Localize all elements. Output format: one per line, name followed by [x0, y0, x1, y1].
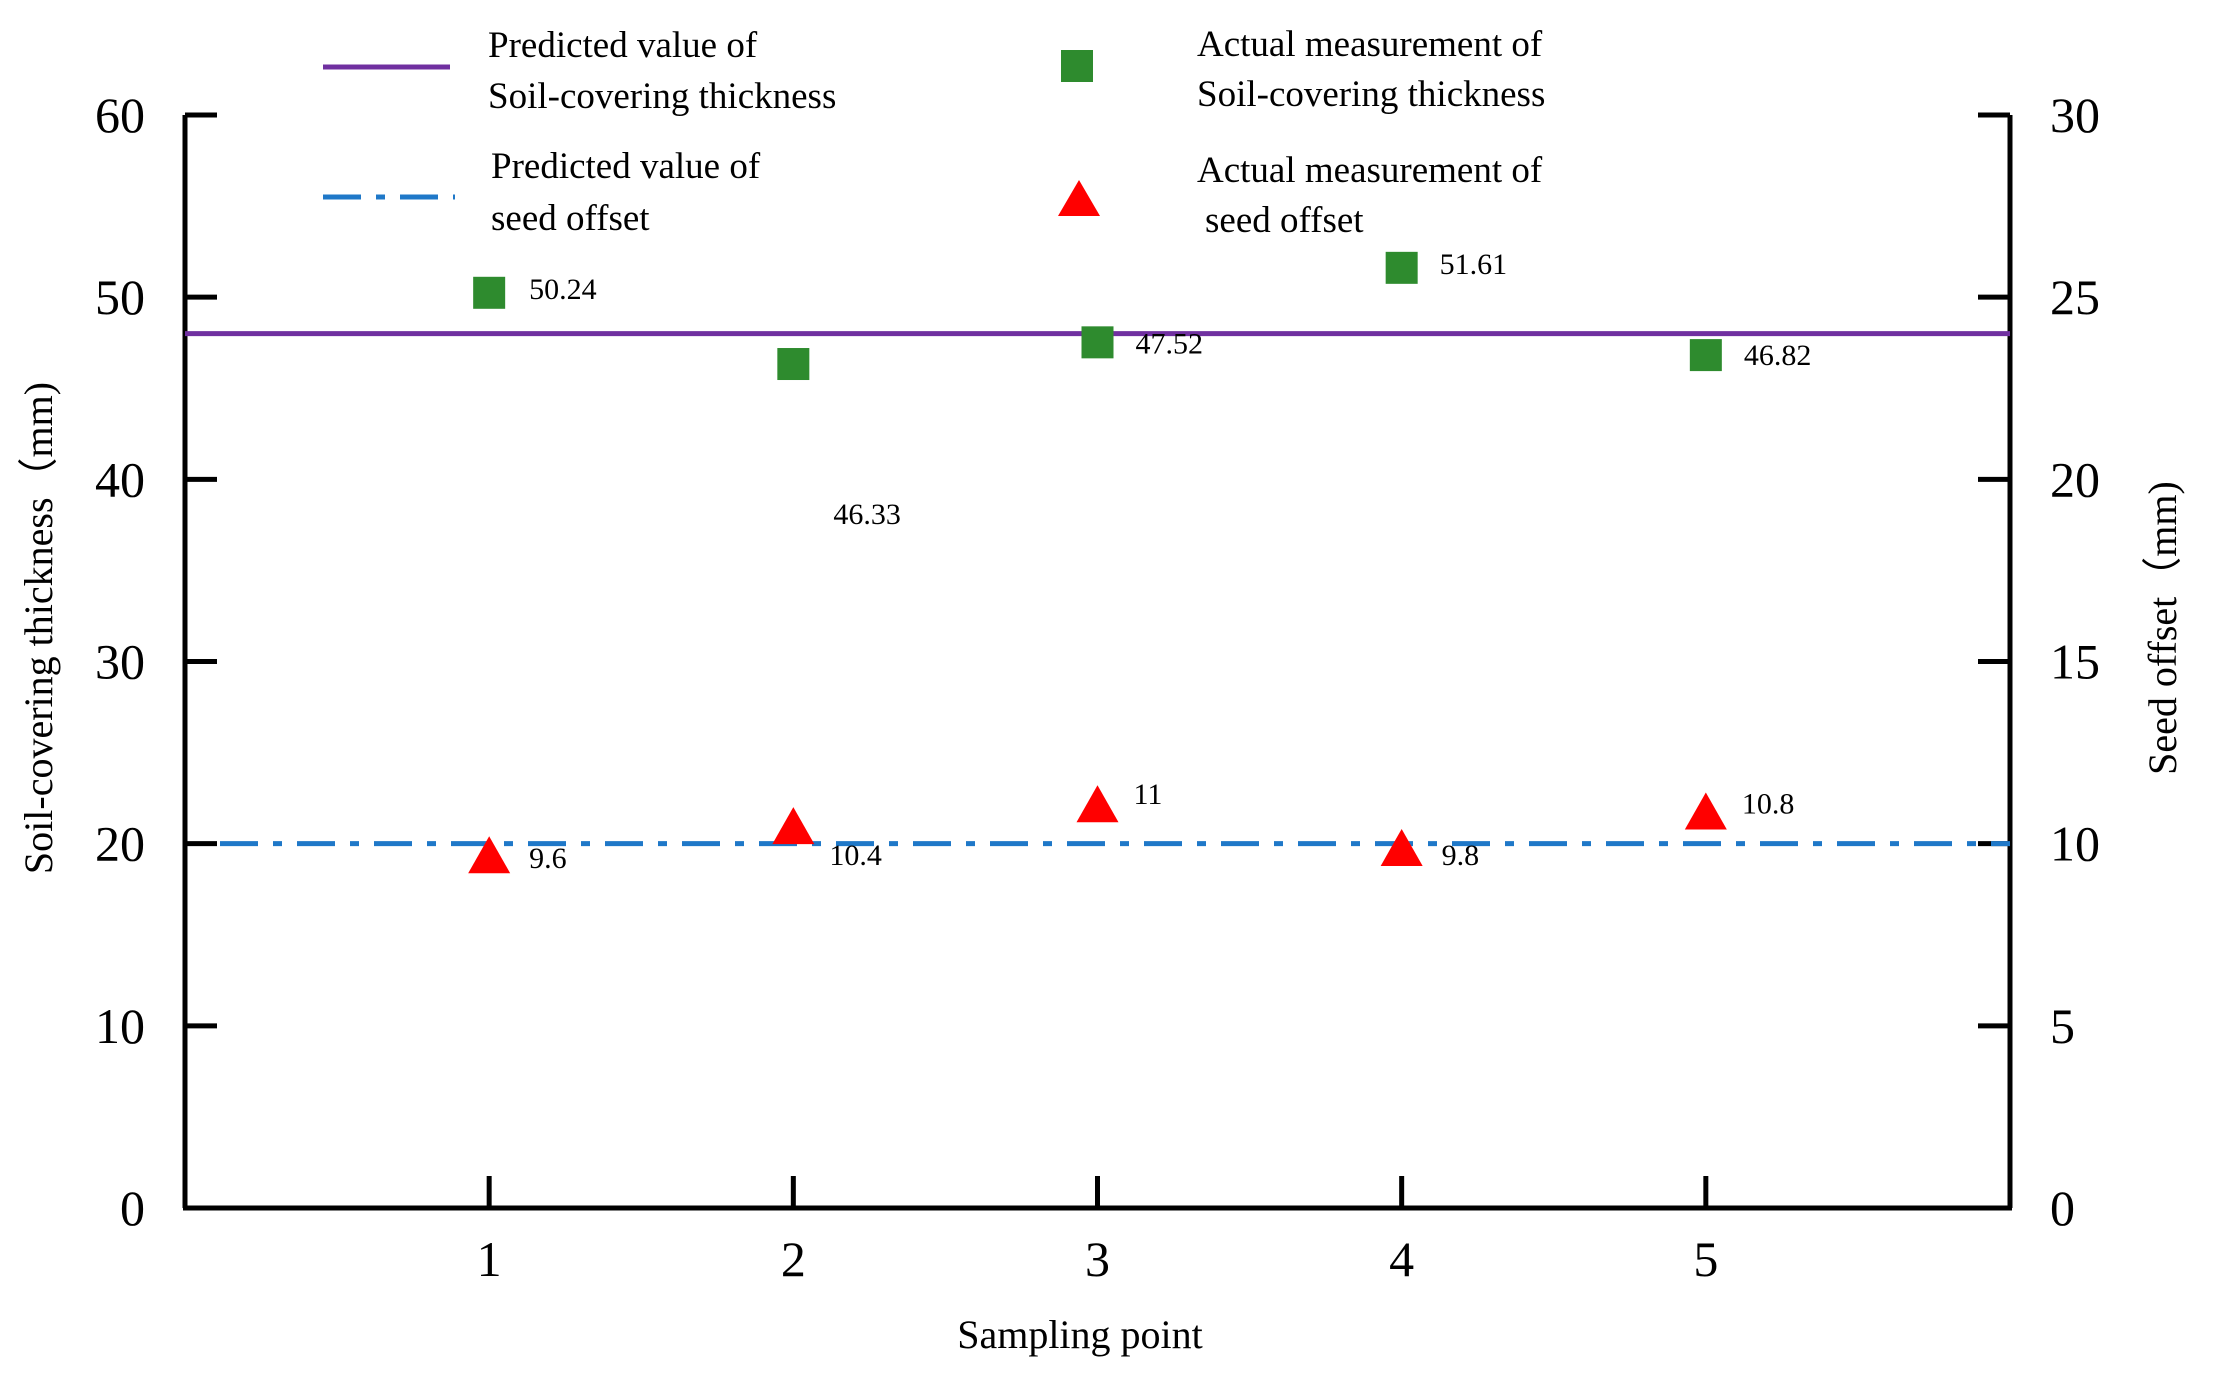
seed-offset-data-label: 10.4 [829, 839, 882, 872]
legend-predicted-seed-offset-label: seed offset [491, 198, 650, 239]
y-left-tick-label: 20 [95, 816, 145, 872]
x-tick-label: 2 [781, 1231, 806, 1287]
seed-offset-data-label: 9.8 [1442, 839, 1480, 872]
seed-offset-measurement-point [468, 836, 511, 874]
seed-offset-data-label: 9.6 [529, 842, 567, 875]
legend-seed-offset-measurement-label: Actual measurement of [1197, 150, 1543, 191]
y-left-tick-label: 50 [95, 269, 145, 325]
thickness-data-label: 50.24 [529, 273, 597, 306]
y-axis-left-title: Soil-covering thickness（mm) [16, 382, 61, 874]
thickness-measurement-point [473, 276, 506, 309]
x-axis-title: Sampling point [957, 1312, 1203, 1357]
y-right-tick-label: 10 [2050, 816, 2100, 872]
y-right-tick-label: 5 [2050, 998, 2075, 1054]
legend-seed-offset-measurement-swatch [1058, 180, 1100, 216]
seed-offset-measurement-point [772, 807, 815, 845]
legend-seed-offset-measurement-label: seed offset [1205, 200, 1364, 241]
y-left-tick-label: 0 [120, 1180, 145, 1236]
thickness-data-label: 47.52 [1136, 327, 1204, 360]
legend-thickness-measurement-swatch [1061, 50, 1093, 82]
seed-offset-measurement-point [1684, 792, 1727, 830]
thickness-data-label: 46.33 [833, 498, 901, 531]
thickness-data-label: 51.61 [1440, 248, 1508, 281]
thickness-measurement-point [1081, 326, 1114, 359]
y-left-tick-label: 40 [95, 451, 145, 507]
y-right-tick-label: 15 [2050, 634, 2100, 690]
seed-offset-measurement-point [1076, 785, 1119, 823]
x-tick-label: 4 [1389, 1231, 1414, 1287]
thickness-data-label: 46.82 [1744, 339, 1812, 372]
thickness-measurement-point [1689, 339, 1722, 372]
x-tick-label: 3 [1085, 1231, 1110, 1287]
seed-offset-data-label: 10.8 [1742, 788, 1795, 821]
legend-thickness-measurement-label: Soil-covering thickness [1197, 74, 1545, 115]
legend-predicted-thickness-label: Predicted value of [488, 25, 758, 66]
legend-predicted-seed-offset-label: Predicted value of [491, 146, 761, 187]
y-right-tick-label: 20 [2050, 451, 2100, 507]
x-tick-label: 1 [477, 1231, 502, 1287]
y-right-tick-label: 0 [2050, 1180, 2075, 1236]
x-tick-label: 5 [1693, 1231, 1718, 1287]
y-left-tick-label: 10 [95, 998, 145, 1054]
thickness-measurement-point [777, 348, 810, 381]
legend: Predicted value of Soil-covering thicknes… [323, 24, 1545, 241]
seed-offset-data-label: 11 [1134, 778, 1163, 811]
legend-thickness-measurement-label: Actual measurement of [1197, 24, 1543, 65]
thickness-measurement-point [1385, 251, 1418, 284]
legend-predicted-thickness-label: Soil-covering thickness [488, 76, 836, 117]
y-right-tick-label: 25 [2050, 269, 2100, 325]
y-right-tick-label: 30 [2050, 87, 2100, 143]
y-left-tick-label: 30 [95, 634, 145, 690]
seed-offset-measurement-point [1380, 828, 1423, 866]
y-axis-right-title: Seed offset（mm) [2140, 481, 2185, 775]
y-left-tick-label: 60 [95, 87, 145, 143]
